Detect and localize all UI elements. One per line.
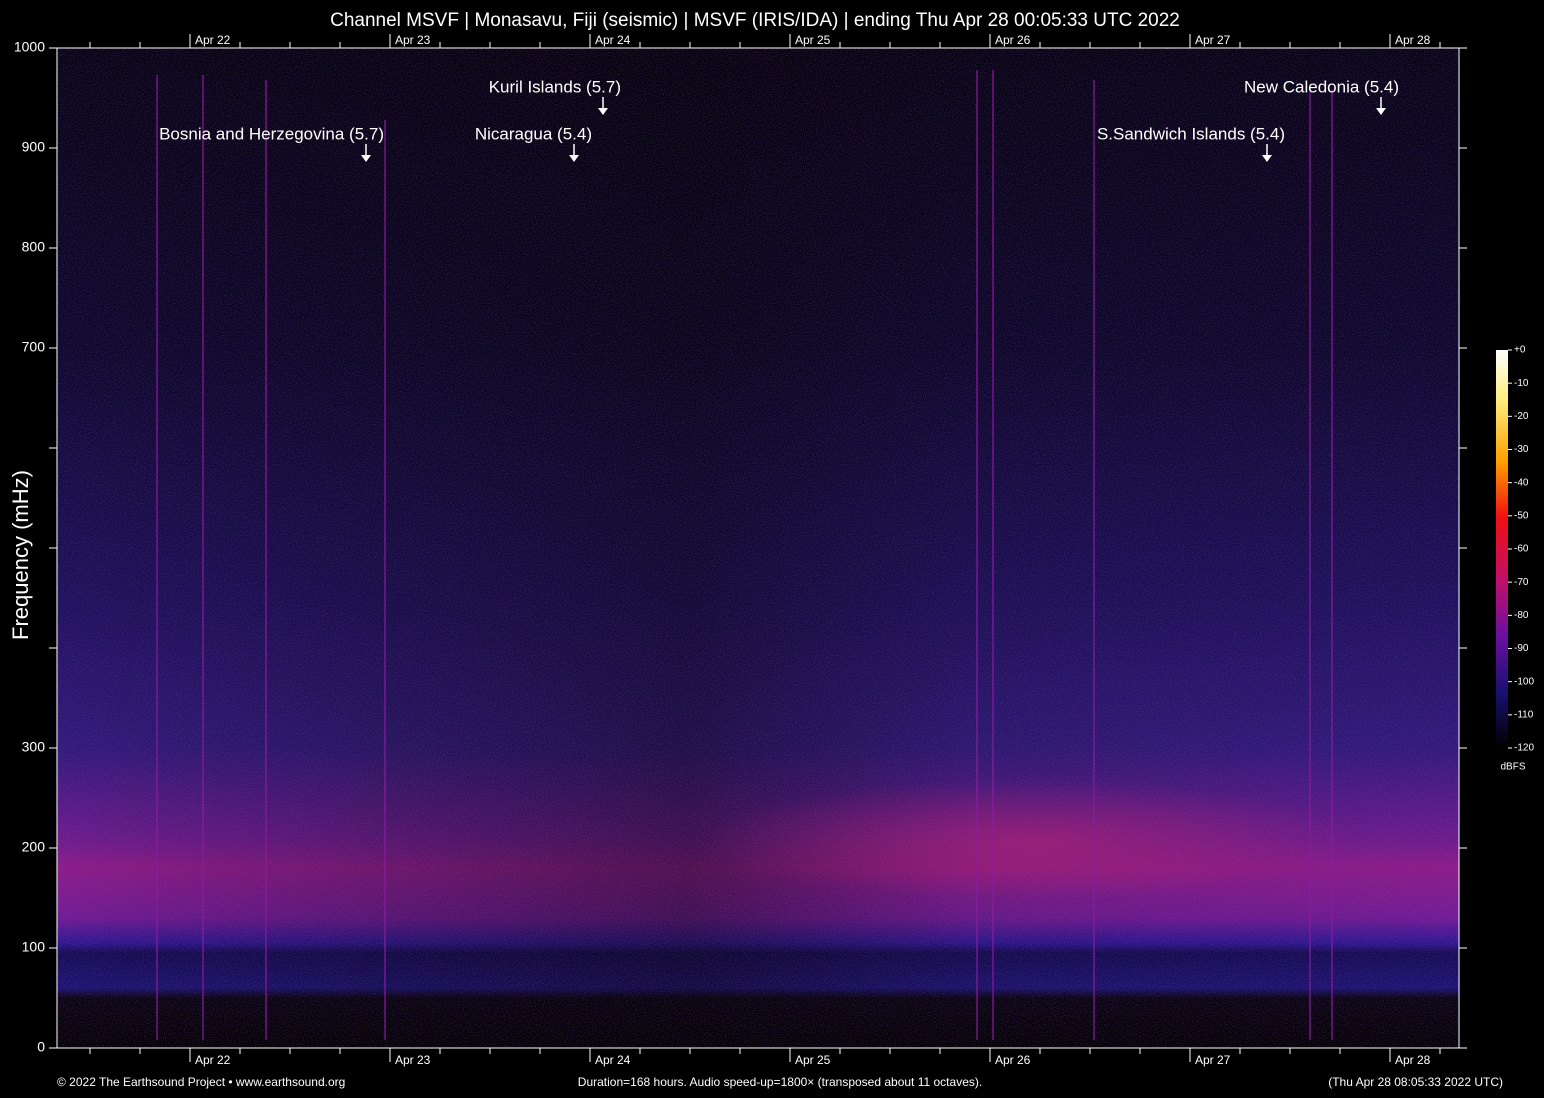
footer-left: © 2022 The Earthsound Project • www.eart… (57, 1075, 345, 1089)
x-tick-label: Apr 24 (595, 1053, 631, 1067)
x-tick-label: Apr 28 (1395, 1053, 1431, 1067)
colorbar-tick-label: -10 (1514, 378, 1529, 389)
y-tick-label: 900 (22, 139, 46, 155)
colorbar-tick-label: -80 (1514, 610, 1529, 621)
x-tick-label-top: Apr 28 (1395, 33, 1431, 47)
x-tick-label: Apr 27 (1195, 1053, 1231, 1067)
colorbar-label: dBFS (1500, 762, 1525, 773)
annotation-label: Kuril Islands (5.7) (489, 77, 621, 96)
annotation-label: New Caledonia (5.4) (1244, 77, 1399, 96)
y-tick-label: 800 (22, 239, 46, 255)
x-tick-label-top: Apr 23 (395, 33, 431, 47)
annotation-label: Nicaragua (5.4) (475, 124, 592, 143)
annotation-arrow-head (1262, 155, 1272, 162)
colorbar-tick-label: -120 (1514, 743, 1534, 754)
x-tick-label: Apr 25 (795, 1053, 831, 1067)
y-axis-label: Frequency (mHz) (8, 470, 33, 640)
footer-right: (Thu Apr 28 08:05:33 2022 UTC) (1328, 1075, 1503, 1089)
x-tick-label-top: Apr 24 (595, 33, 631, 47)
y-tick-label: 100 (22, 939, 46, 955)
colorbar-tick-label: -90 (1514, 643, 1529, 654)
y-tick-label: 200 (22, 839, 46, 855)
annotation-label: S.Sandwich Islands (5.4) (1097, 124, 1285, 143)
colorbar-tick-label: -60 (1514, 544, 1529, 555)
y-tick-label: 700 (22, 339, 46, 355)
x-tick-label-top: Apr 27 (1195, 33, 1231, 47)
annotation-arrow-head (598, 108, 608, 115)
annotation-arrow-head (1376, 108, 1386, 115)
y-tick-label: 300 (22, 739, 46, 755)
colorbar-tick-label: -70 (1514, 577, 1529, 588)
colorbar-tick-label: +0 (1514, 345, 1526, 356)
y-tick-label: 1000 (14, 39, 45, 55)
chart-title: Channel MSVF | Monasavu, Fiji (seismic) … (330, 10, 1180, 31)
colorbar-tick-label: -50 (1514, 510, 1529, 521)
x-tick-label-top: Apr 26 (995, 33, 1031, 47)
annotation-arrow-head (361, 155, 371, 162)
colorbar (1496, 350, 1508, 748)
y-tick-label: 0 (37, 1039, 45, 1055)
x-tick-label: Apr 22 (195, 1053, 231, 1067)
annotation-arrow-head (569, 155, 579, 162)
annotation-label: Bosnia and Herzegovina (5.7) (159, 124, 384, 143)
colorbar-tick-label: -110 (1514, 709, 1534, 720)
colorbar-tick-label: -30 (1514, 444, 1529, 455)
colorbar-tick-label: -20 (1514, 411, 1529, 422)
colorbar-tick-label: -100 (1514, 676, 1534, 687)
x-tick-label-top: Apr 22 (195, 33, 231, 47)
x-tick-label: Apr 26 (995, 1053, 1031, 1067)
footer-center: Duration=168 hours. Audio speed-up=1800×… (578, 1075, 982, 1089)
spectrogram-image (57, 48, 1459, 1048)
x-tick-label-top: Apr 25 (795, 33, 831, 47)
x-tick-label: Apr 23 (395, 1053, 431, 1067)
colorbar-tick-label: -40 (1514, 477, 1529, 488)
